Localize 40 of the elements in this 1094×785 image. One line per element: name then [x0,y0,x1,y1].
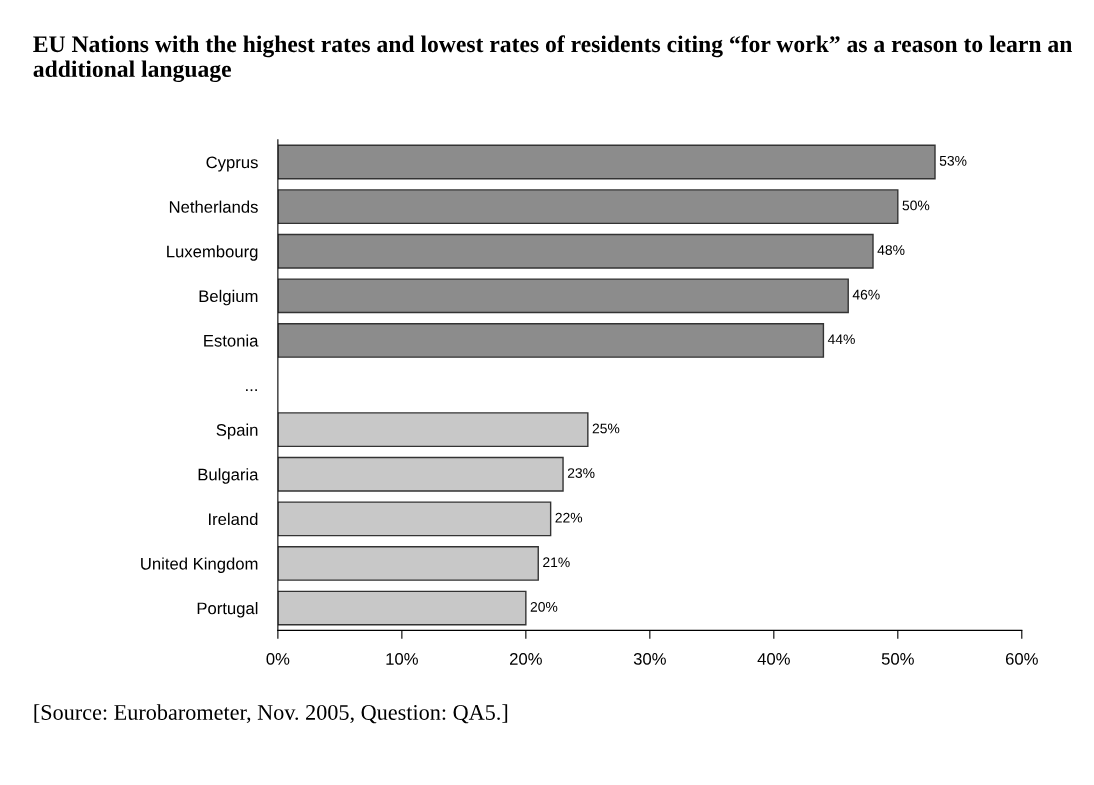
y-tick-label: Estonia [204,334,259,347]
data-label: 25% [592,423,620,434]
y-tick-label: ... [246,389,257,392]
y-tick-label: Portugal [197,602,258,618]
data-label: 23% [567,468,595,478]
bar [277,412,589,448]
x-tick-label: 60% [1005,653,1038,665]
y-tick-label: Netherlands [169,200,258,213]
data-label: 22% [555,512,583,523]
y-tick-label: Spain [216,423,258,440]
bar [277,323,825,358]
x-tick-label: 20% [510,653,542,665]
x-tick-label: 0% [266,653,290,665]
x-tick-label: 30% [633,653,666,665]
x-tick-label: 50% [881,653,914,665]
bar [277,501,552,537]
y-tick-label: Luxembourg [167,245,258,261]
x-tick-label: 40% [757,653,790,665]
bar [277,456,564,492]
data-label: 48% [877,245,905,255]
bar [277,546,539,581]
text: [Source: Eurobarometer, Nov. 2005, Question: QA5.] [34,704,508,724]
bar [277,144,936,180]
bar [277,278,849,314]
y-tick-label: Bulgaria [198,468,259,484]
data-label: 44% [827,334,855,345]
y-tick-label: United Kingdom [141,557,258,573]
x-tick-label: 10% [386,653,418,665]
data-label: 20% [530,601,558,612]
data-label: 53% [939,155,967,166]
y-tick-label: Ireland [209,512,258,526]
chart-title: EU Nations with the highest rates and lowest rates of residents citing “for work” as a reason to learn an additional language [33,35,1073,83]
data-label: 50% [902,200,930,211]
bar [277,233,874,269]
bar [277,590,527,626]
data-label: 46% [852,289,880,300]
bar [277,189,899,225]
data-label: 21% [543,557,570,568]
y-tick-label: Cyprus [206,156,258,172]
y-tick-label: Belgium [199,289,258,306]
